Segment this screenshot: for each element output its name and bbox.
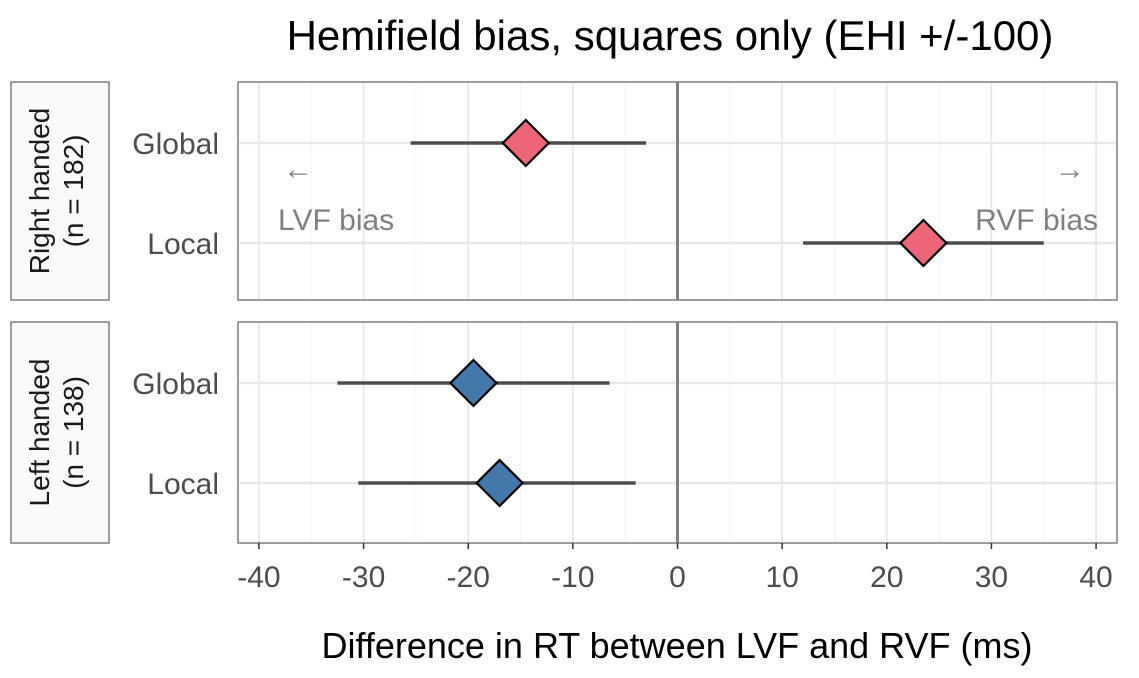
x-tick-label: 20 xyxy=(870,561,903,594)
category-tick-label: Local xyxy=(147,468,219,501)
facet-strip-label: (n = 138) xyxy=(58,376,89,489)
x-tick-label: -40 xyxy=(237,561,280,594)
category-tick-label: Global xyxy=(132,368,219,401)
estimate-point xyxy=(898,218,948,268)
estimate-point xyxy=(448,358,499,408)
x-tick-label: -10 xyxy=(551,561,594,594)
category-tick-label: Local xyxy=(147,228,219,261)
chart-title: Hemifield bias, squares only (EHI +/-100… xyxy=(287,12,1054,59)
x-axis: -40 -30 -20 -10 0 10 20 30 40 xyxy=(237,543,1113,594)
x-tick-label: -30 xyxy=(342,561,385,594)
panels: Right handed (n = 182) Global Local ← → LVF bi… xyxy=(10,81,1118,544)
rvf-bias-annotation: RVF bias xyxy=(975,204,1098,237)
estimate-point xyxy=(501,118,551,168)
facet-strip-label: Left handed xyxy=(24,359,55,507)
facet-strip xyxy=(10,321,110,544)
facet-strip-label: Right handed xyxy=(24,108,55,275)
x-axis-label: Difference in RT between LVF and RVF (ms… xyxy=(322,625,1033,666)
right-arrow-annotation: → xyxy=(1055,153,1085,186)
panel-border xyxy=(237,81,1118,301)
facet-panel: Right handed (n = 182) Global Local ← → LVF bi… xyxy=(10,81,1118,301)
x-tick-label: 10 xyxy=(765,561,798,594)
category-tick-label: Global xyxy=(132,128,219,161)
left-arrow-annotation: ← xyxy=(283,153,313,186)
x-tick-label: -20 xyxy=(447,561,490,594)
facet-strip xyxy=(10,81,110,301)
lvf-bias-annotation: LVF bias xyxy=(278,204,394,237)
facet-strip-label: (n = 182) xyxy=(58,135,89,248)
estimate-point xyxy=(475,458,525,508)
x-tick-label: 30 xyxy=(975,561,1008,594)
x-tick-label: 40 xyxy=(1079,561,1112,594)
facet-panel: Left handed (n = 138) Global Local xyxy=(10,321,1118,544)
x-tick-label: 0 xyxy=(669,561,686,594)
